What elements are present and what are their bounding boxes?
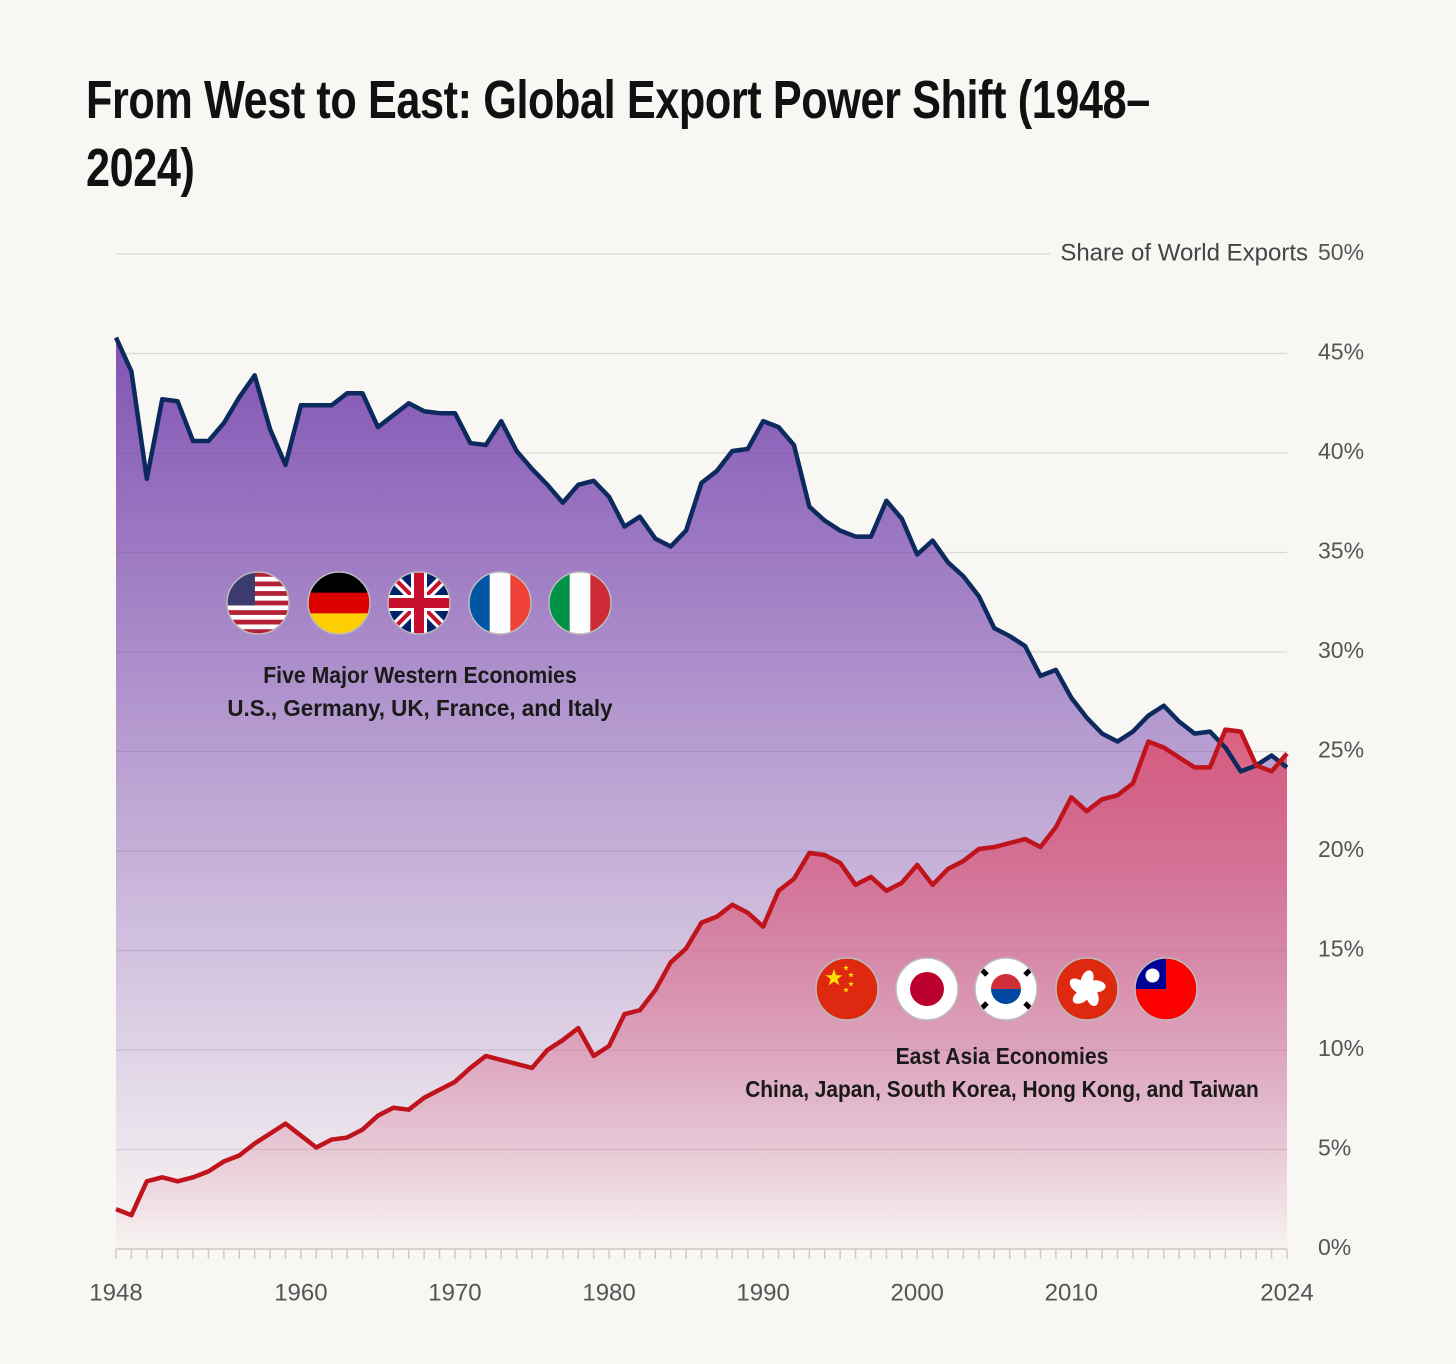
flag-part (825, 969, 843, 986)
flag-border (468, 571, 532, 635)
axis-label-bg (1050, 239, 1312, 267)
flag-part (414, 572, 424, 634)
flag-part (848, 972, 854, 978)
flag-part (227, 614, 289, 621)
flag-part (569, 572, 591, 634)
x-tick-label: 1990 (736, 1279, 789, 1306)
flag-part (991, 989, 1021, 1004)
flag-part (227, 595, 289, 602)
y-tick-label: 35% (1318, 538, 1364, 564)
flag-border (1134, 957, 1198, 1021)
x-tick-label: 2000 (891, 1279, 944, 1306)
x-tick-label: 2010 (1045, 1279, 1098, 1306)
annotation-text: China, Japan, South Korea, Hong Kong, an… (745, 1076, 1259, 1102)
flag-border (226, 571, 290, 635)
flag-part (308, 613, 370, 634)
flag (388, 572, 450, 634)
flag-border (548, 571, 612, 635)
flag (1056, 958, 1118, 1020)
flag-part (308, 572, 370, 594)
flag-part (843, 987, 849, 993)
flag-border (815, 957, 879, 1021)
x-tick-label: 1980 (582, 1279, 635, 1306)
flag-part (1069, 978, 1088, 994)
flag-part (227, 572, 289, 578)
line (113, 336, 1289, 774)
x-tick-label: 1970 (428, 1279, 481, 1306)
flag-part (590, 572, 611, 634)
flag-part (227, 576, 289, 583)
line (115, 727, 1289, 1218)
flag (308, 572, 370, 634)
flag (227, 572, 289, 634)
flag-border (895, 957, 959, 1021)
y-axis-label: Share of World Exports (1060, 239, 1308, 266)
flag-part (510, 572, 531, 634)
flag (896, 958, 958, 1020)
chart-title: From West to East: Global Export Power S… (86, 70, 1150, 198)
flag-part (227, 581, 289, 587)
flag-part (991, 974, 1021, 989)
flag-part (227, 629, 289, 634)
y-tick-label: 15% (1318, 936, 1364, 962)
flag-part (227, 605, 289, 611)
flag-part (1145, 968, 1160, 983)
flag-part (227, 619, 289, 625)
y-tick-label: 10% (1318, 1035, 1364, 1061)
y-tick-label: 25% (1318, 737, 1364, 763)
flag-part (469, 572, 491, 634)
flag-part (227, 600, 289, 606)
flag (549, 572, 611, 634)
flag-part (489, 572, 511, 634)
y-tick-label: 0% (1318, 1234, 1351, 1260)
y-tick-label: 40% (1318, 438, 1364, 464)
flag (816, 958, 878, 1020)
flag-border (307, 571, 371, 635)
y-tick-label: 50% (1318, 239, 1364, 265)
flag (469, 572, 531, 634)
flag-part (910, 972, 944, 1006)
y-tick-label: 5% (1318, 1135, 1351, 1161)
flag-border (1055, 957, 1119, 1021)
y-tick-label: 20% (1318, 836, 1364, 862)
flag-part (549, 572, 571, 634)
area (116, 729, 1287, 1249)
flag-part (308, 592, 370, 614)
flag-border (974, 957, 1038, 1021)
flag-part (227, 624, 289, 630)
y-tick-label: 30% (1318, 637, 1364, 663)
flag-part (227, 586, 289, 592)
flag-part (227, 591, 289, 597)
x-tick-label: 1948 (89, 1279, 142, 1306)
flag-part (848, 981, 854, 987)
flag-part (227, 610, 289, 616)
flag-border (387, 571, 451, 635)
annotation-title: Five Major Western Economies (263, 662, 577, 688)
flag-part (843, 965, 849, 971)
annotation-text: U.S., Germany, UK, France, and Italy (227, 695, 612, 721)
flag (975, 958, 1037, 1020)
x-tick-label: 2024 (1260, 1279, 1313, 1306)
x-tick-label: 1960 (274, 1279, 327, 1306)
y-tick-label: 45% (1318, 339, 1364, 365)
annotation-title: East Asia Economies (896, 1043, 1109, 1069)
